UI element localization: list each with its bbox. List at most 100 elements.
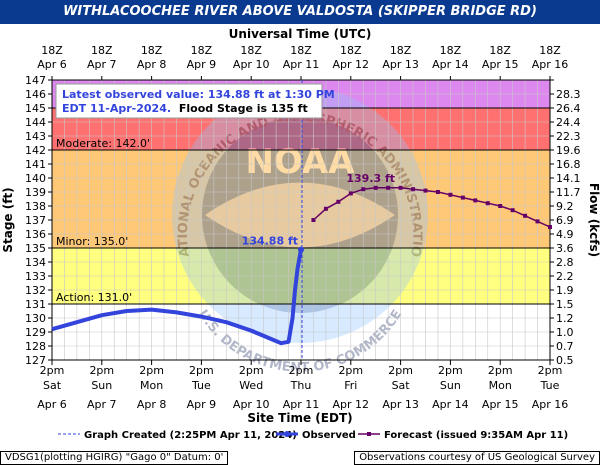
- forecast-point: [448, 192, 453, 197]
- y-left-tick-label: 147: [25, 74, 46, 87]
- x-bottom-day-label: Tue: [540, 379, 560, 392]
- forecast-point: [498, 204, 503, 208]
- x-bottom-day-label: Sun: [440, 379, 461, 392]
- x-bottom-date-label: Apr 16: [532, 398, 569, 411]
- x-bottom-date-label: Apr 11: [283, 398, 320, 411]
- x-top-time-label: 18Z: [340, 44, 362, 57]
- forecast-point: [361, 187, 366, 192]
- x-bottom-day-label: Mon: [489, 379, 512, 392]
- x-bottom-day-label: Sat: [392, 379, 411, 392]
- y-right-tick-label: 6.9: [556, 214, 574, 227]
- threshold-label: Action: 131.0': [56, 291, 132, 304]
- y-left-tick-label: 142: [25, 144, 46, 157]
- y-left-tick-label: 137: [25, 214, 46, 227]
- x-bottom-date-label: Apr 8: [137, 398, 167, 411]
- y-right-tick-label: 1.5: [556, 298, 574, 311]
- x-bottom-time-label: 2pm: [338, 364, 363, 377]
- threshold-label: Minor: 135.0': [56, 235, 128, 248]
- y-left-tick-label: 138: [25, 200, 46, 213]
- x-top-time-label: 18Z: [41, 44, 63, 57]
- x-bottom-date-label: Apr 12: [333, 398, 370, 411]
- x-bottom-time-label: 2pm: [239, 364, 264, 377]
- x-bottom-time-label: 2pm: [40, 364, 65, 377]
- x-top-date-label: Apr 16: [532, 58, 569, 71]
- x-bottom-time-label: 2pm: [189, 364, 214, 377]
- forecast-point: [485, 201, 490, 206]
- forecast-point: [510, 208, 515, 213]
- x-top-time-label: 18Z: [191, 44, 213, 57]
- y-right-tick-label: 0.7: [556, 340, 574, 353]
- x-top-time-label: 18Z: [440, 44, 462, 57]
- x-bottom-time-label: 2pm: [488, 364, 513, 377]
- info-box: Latest observed value: 134.88 ft at 1:30…: [55, 83, 335, 119]
- x-top-time-label: 18Z: [390, 44, 412, 57]
- y-right-tick-label: 0.5: [556, 354, 574, 367]
- y-left-tick-label: 131: [25, 298, 46, 311]
- footer-datum: VDSG1(plotting HGIRG) "Gago 0" Datum: 0': [0, 451, 229, 465]
- y-left-tick-label: 128: [25, 340, 46, 353]
- x-bottom-date-label: Apr 13: [382, 398, 419, 411]
- y-left-tick-label: 144: [25, 116, 46, 129]
- x-bottom-time-label: 2pm: [438, 364, 463, 377]
- watermark-noaa-text: NOAA: [245, 142, 355, 182]
- x-top-date-label: Apr 12: [333, 58, 370, 71]
- y-left-tick-label: 127: [25, 354, 46, 367]
- x-bottom-time-label: 2pm: [289, 364, 314, 377]
- forecast-point: [373, 185, 378, 190]
- x-top-time-label: 18Z: [91, 44, 113, 57]
- x-top-date-label: Apr 8: [137, 58, 167, 71]
- forecast-point: [336, 199, 341, 204]
- x-bottom-date-label: Apr 6: [37, 398, 67, 411]
- y-right-tick-label: 22.3: [556, 130, 581, 143]
- y-right-tick-label: 2.2: [556, 270, 574, 283]
- threshold-label: Moderate: 142.0': [56, 137, 150, 150]
- legend-graph-created: Graph Created (2:25PM Apr 11, 2024): [84, 430, 297, 441]
- x-bottom-date-label: Apr 7: [87, 398, 117, 411]
- info-line2-flood: Flood Stage is 135 ft: [179, 102, 308, 115]
- x-bottom-day-label: Fri: [344, 379, 357, 392]
- legend: Graph Created (2:25PM Apr 11, 2024) Obse…: [58, 430, 568, 441]
- x-bottom-day-label: Wed: [239, 379, 263, 392]
- forecast-point: [348, 191, 353, 196]
- x-bottom-date-label: Apr 10: [233, 398, 270, 411]
- observed-line: [51, 249, 303, 346]
- x-top-time-label: 18Z: [290, 44, 312, 57]
- forecast-point: [535, 219, 540, 224]
- info-line2-date: EDT 11-Apr-2024.: [62, 102, 171, 115]
- forecast-line: [312, 187, 551, 228]
- y-left-tick-label: 134: [25, 256, 46, 269]
- x-bottom-date-label: Apr 9: [187, 398, 217, 411]
- x-top-date-label: Apr 6: [37, 58, 67, 71]
- svg-text:EDT 11-Apr-2024. Flood: EDT 11-Apr-2024. Flood Stage is 135 ft: [62, 102, 308, 115]
- observed-latest-point: [298, 246, 304, 253]
- legend-forecast: Forecast (issued 9:35AM Apr 11): [384, 430, 568, 441]
- x-top-date-label: Apr 14: [432, 58, 469, 71]
- peak-value-label: 139.3 ft: [346, 172, 395, 185]
- forecast-point: [423, 188, 428, 193]
- y-right-tick-label: 1.9: [556, 284, 574, 297]
- x-top-date-label: Apr 15: [482, 58, 519, 71]
- forecast-point: [386, 185, 391, 190]
- y-left-tick-label: 141: [25, 158, 46, 171]
- forecast-point: [460, 195, 465, 200]
- y-left-tick-label: 139: [25, 186, 46, 199]
- page-title: WITHLACOOCHEE RIVER ABOVE VALDOSTA (SKIP…: [0, 0, 600, 24]
- y-left-tick-label: 129: [25, 326, 46, 339]
- y-left-tick-label: 133: [25, 270, 46, 283]
- info-line1: Latest observed value: 134.88 ft at 1:30…: [62, 88, 335, 101]
- y-right-tick-label: 14.1: [556, 172, 581, 185]
- y-right-tick-label: 11.7: [556, 186, 581, 199]
- y-right-tick-label: 19.6: [556, 144, 581, 157]
- y-left-tick-label: 136: [25, 228, 46, 241]
- y-right-tick-label: 4.9: [556, 228, 574, 241]
- forecast-point: [435, 190, 440, 194]
- x-top-time-label: 18Z: [240, 44, 262, 57]
- y-left-label: Stage (ft): [1, 187, 15, 252]
- x-bottom-day-label: Tue: [191, 379, 211, 392]
- y-right-tick-label: 24.4: [556, 116, 581, 129]
- x-top-date-label: Apr 10: [233, 58, 270, 71]
- forecast-point: [548, 225, 552, 229]
- x-bottom-time-label: 2pm: [388, 364, 413, 377]
